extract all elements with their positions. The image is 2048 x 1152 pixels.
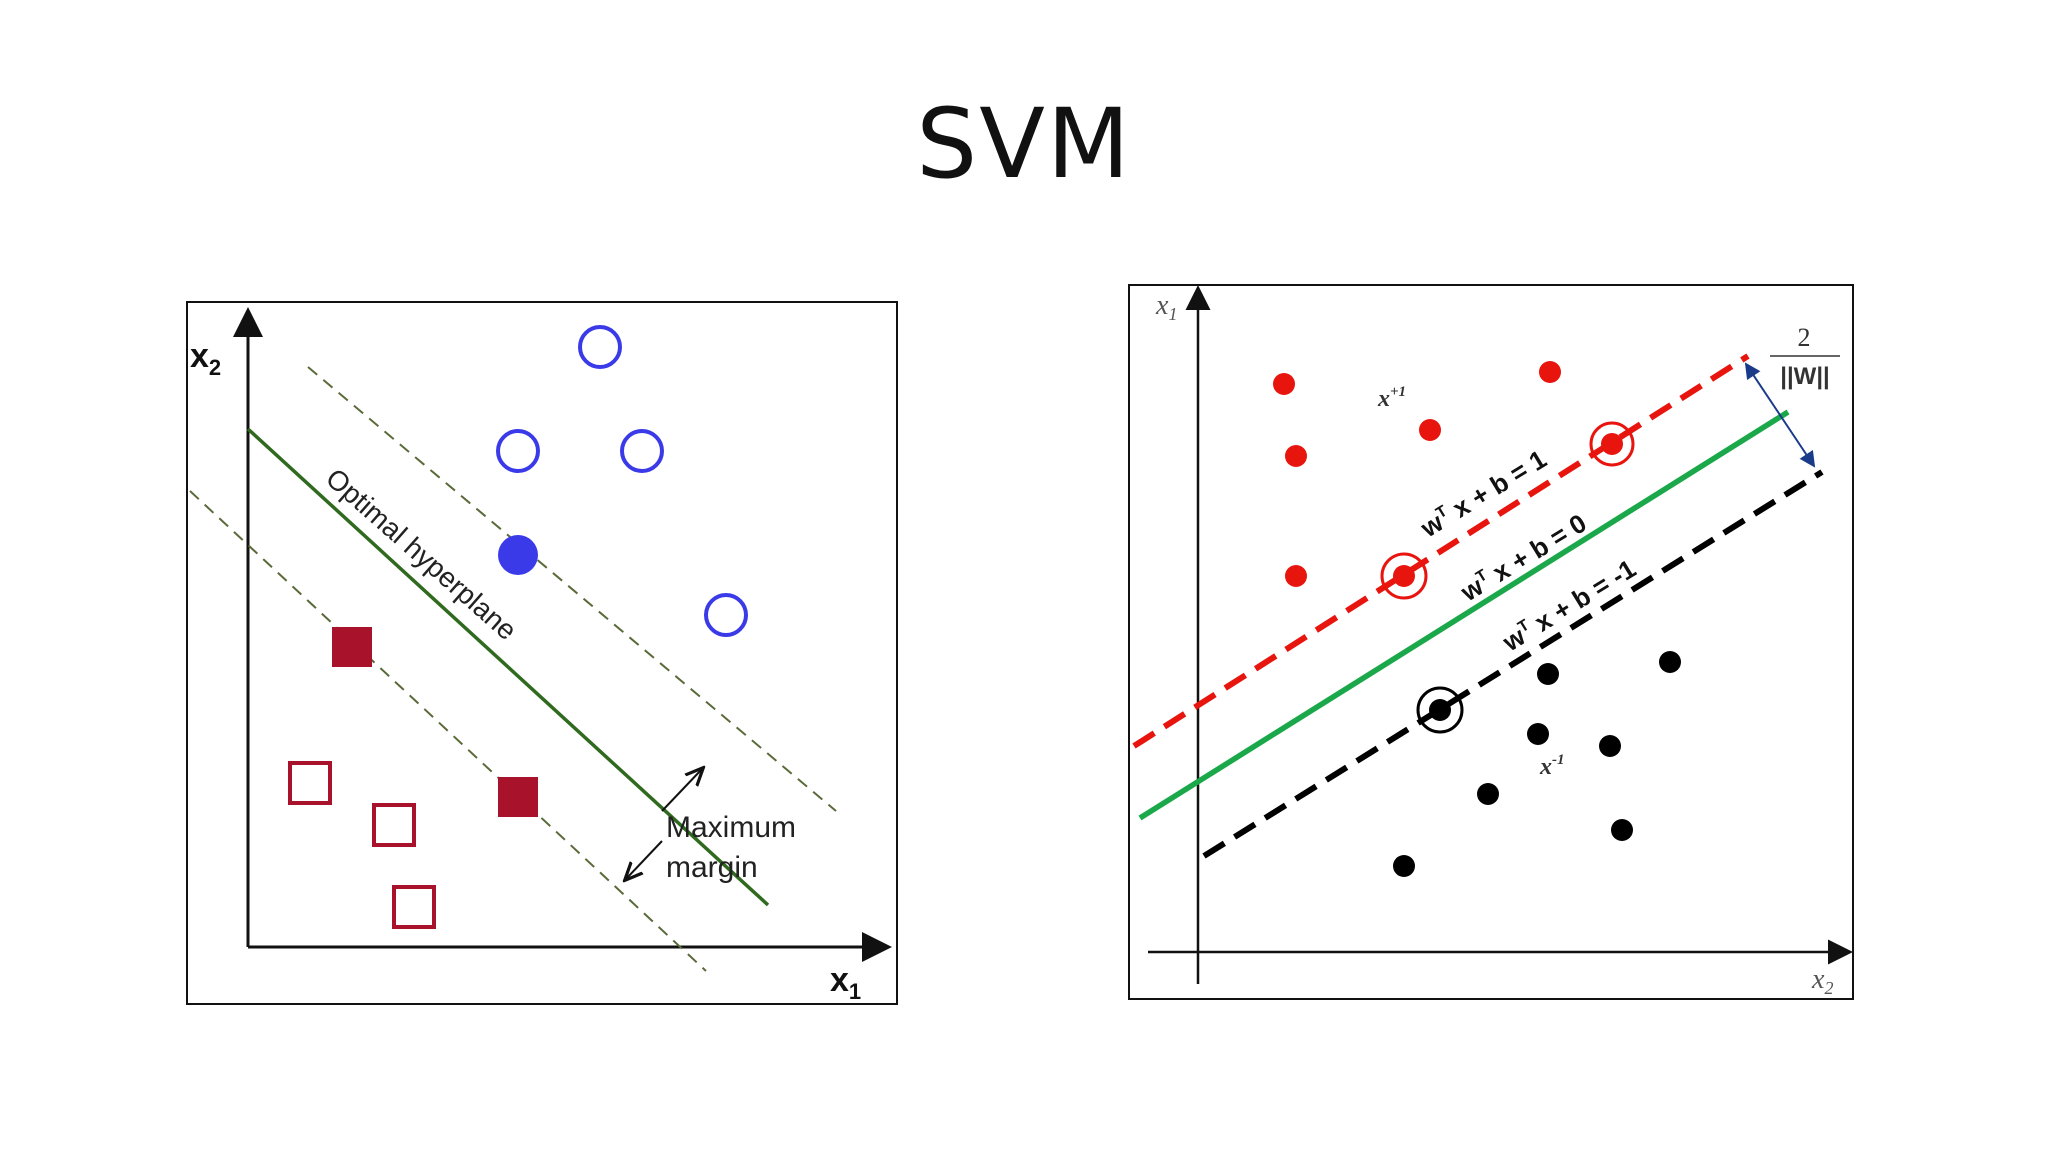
negative-class-label: x-1 xyxy=(1539,752,1565,780)
right-svm-diagram: x1 x2 wT x + b = 1 wT x + b = 0 wT x + b… xyxy=(1128,284,1854,1000)
class-b-support-vector xyxy=(498,777,538,817)
right-y-axis-label: x1 xyxy=(1155,290,1177,324)
positive-support-vector xyxy=(1393,565,1415,587)
positive-point xyxy=(1273,373,1295,395)
class-a-point xyxy=(620,429,664,473)
positive-support-vector-ring xyxy=(1589,421,1635,467)
right-x-axis-label: x2 xyxy=(1811,964,1833,998)
lower-margin-line xyxy=(189,490,707,972)
class-a-support-vector xyxy=(498,535,538,575)
negative-point xyxy=(1599,735,1621,757)
margin-width-numerator: 2 xyxy=(1798,323,1811,352)
positive-point xyxy=(1419,419,1441,441)
slide-title: SVM xyxy=(916,88,1132,200)
positive-point xyxy=(1539,361,1561,383)
positive-point xyxy=(1285,445,1307,467)
lower-margin-line xyxy=(1202,469,1824,859)
positive-class-label: x+1 xyxy=(1377,384,1406,412)
upper-margin-line xyxy=(1132,353,1750,749)
optimal-hyperplane-line xyxy=(246,427,770,907)
left-y-axis-label: x2 xyxy=(190,337,221,380)
left-svm-diagram: x2 x1 Optimal hyperplane Maximum margin xyxy=(186,301,898,1005)
margin-width-arrow xyxy=(1744,362,1816,468)
class-a-point xyxy=(578,325,622,369)
negative-point xyxy=(1659,651,1681,673)
class-b-point xyxy=(288,761,332,805)
class-a-point xyxy=(704,593,748,637)
class-a-point xyxy=(496,429,540,473)
maximum-margin-label-2: margin xyxy=(666,851,758,884)
negative-point xyxy=(1611,819,1633,841)
class-b-support-vector xyxy=(332,627,372,667)
class-b-point xyxy=(372,803,416,847)
maximum-margin-label: Maximum xyxy=(666,811,796,844)
negative-point xyxy=(1527,723,1549,745)
margin-arrow-up xyxy=(661,769,702,812)
class-b-point xyxy=(392,885,436,929)
left-x-axis-label: x1 xyxy=(830,961,861,1004)
negative-point xyxy=(1393,855,1415,877)
negative-support-vector xyxy=(1429,699,1451,721)
positive-support-vector xyxy=(1601,433,1623,455)
margin-arrow-down xyxy=(626,840,663,879)
negative-support-vector-ring xyxy=(1416,686,1464,734)
upper-margin-line xyxy=(307,366,837,812)
positive-support-vector-ring xyxy=(1380,552,1428,600)
positive-point xyxy=(1285,565,1307,587)
margin-width-denominator: ||W|| xyxy=(1780,363,1830,390)
negative-point xyxy=(1477,783,1499,805)
negative-point xyxy=(1537,663,1559,685)
right-figure-frame xyxy=(1128,284,1854,1000)
left-figure-frame xyxy=(186,301,898,1005)
optimal-hyperplane-line xyxy=(1138,409,1790,821)
